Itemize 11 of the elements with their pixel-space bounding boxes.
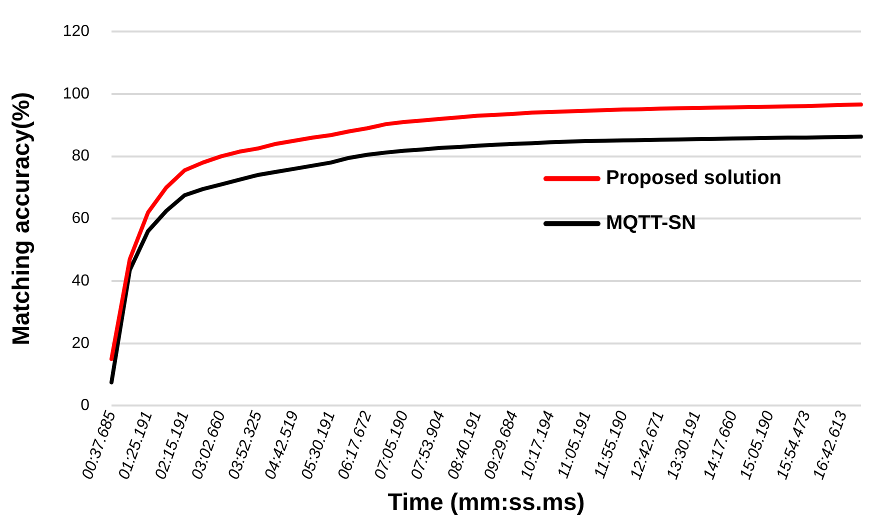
y-tick-label: 100 [62, 85, 90, 102]
y-tick-label: 20 [72, 334, 90, 352]
y-tick-label: 60 [72, 210, 90, 228]
y-tick-label: 80 [72, 148, 90, 165]
y-tick-label: 0 [80, 397, 90, 414]
legend-label: MQTT-SN [606, 212, 696, 234]
y-tick-label: 40 [72, 272, 90, 290]
legend-label: Proposed solution [606, 167, 782, 190]
y-axis-title: Matching accuracy(%) [8, 92, 36, 346]
x-axis-title: Time (mm:ss.ms) [388, 489, 585, 516]
y-tick-label: 120 [62, 23, 90, 40]
